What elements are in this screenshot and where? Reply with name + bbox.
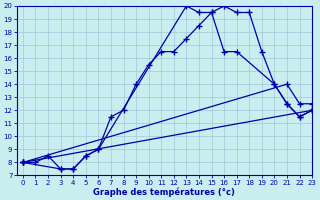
X-axis label: Graphe des températures (°c): Graphe des températures (°c) — [93, 187, 235, 197]
